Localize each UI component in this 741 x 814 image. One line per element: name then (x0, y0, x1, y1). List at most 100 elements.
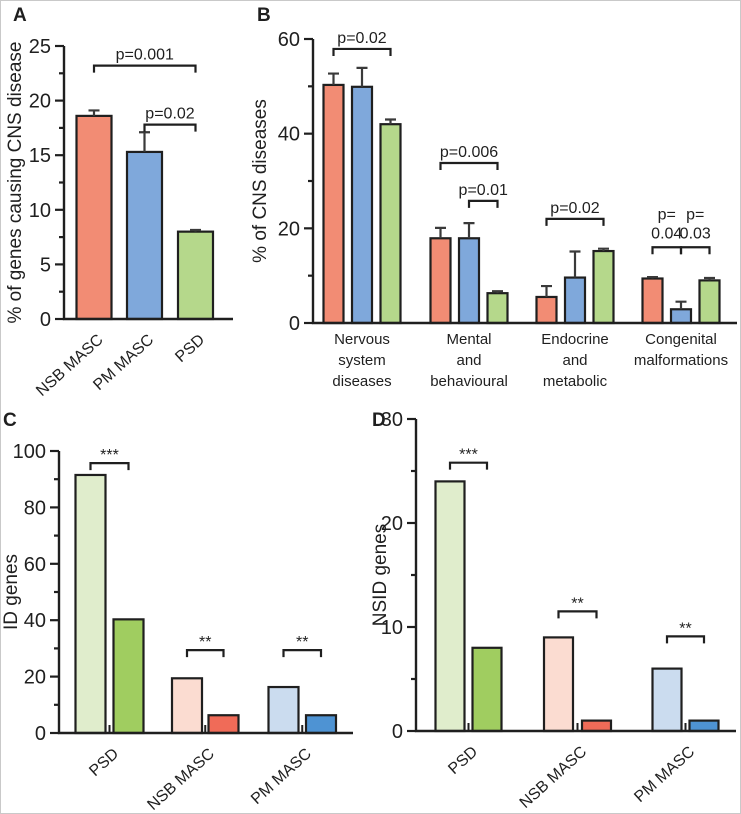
error-bar (88, 109, 100, 116)
sig-label: *** (459, 447, 478, 464)
x-category-label: PSD (86, 745, 122, 780)
panel-b-label: B (257, 5, 271, 26)
y-tick-label: 20 (381, 513, 403, 535)
x-category-label: PSD (445, 743, 481, 778)
sig-label: ** (679, 620, 691, 637)
bar (651, 667, 683, 733)
error-bar (492, 290, 503, 294)
sig-bracket (185, 648, 225, 658)
bar (542, 636, 575, 733)
bar (563, 276, 587, 325)
y-axis-label: NSID genes (371, 524, 391, 626)
sig-label: p=0.006 (440, 144, 498, 161)
error-bar (356, 66, 368, 87)
sig-bracket (143, 123, 197, 132)
sig-bracket (89, 462, 130, 471)
sig-label: 0.04 (651, 225, 682, 242)
panel-c-label: C (3, 410, 17, 431)
bar (207, 714, 240, 735)
x-category-label: Mental and behavioural (430, 331, 508, 390)
sig-label: p= (686, 206, 704, 223)
y-tick-label: 30 (381, 409, 403, 431)
x-category-label: NSB MASC (144, 745, 217, 814)
bar (379, 123, 402, 325)
y-axis-label: % of genes causing CNS disease (5, 42, 26, 324)
sig-bracket (679, 246, 711, 255)
bar (486, 292, 509, 325)
error-bar (569, 250, 581, 278)
sig-label: p=0.01 (459, 182, 508, 199)
x-category-label: PM MASC (631, 743, 698, 806)
x-category-label: NSB MASC (517, 743, 590, 812)
x-category-label: PSD (172, 331, 208, 366)
y-tick-label: 0 (40, 309, 51, 331)
bar (170, 677, 204, 735)
y-tick-label: 100 (13, 441, 46, 463)
sig-label: p=0.02 (337, 30, 386, 47)
sig-bracket (332, 47, 392, 56)
sig-label: ** (296, 634, 308, 651)
bar (267, 685, 300, 735)
y-tick-label: 40 (278, 124, 300, 146)
bar (304, 714, 338, 735)
y-tick-label: 0 (289, 313, 300, 335)
panel-a-label: A (13, 5, 27, 26)
panel-d-label: D (372, 410, 386, 431)
bar (641, 277, 664, 325)
error-bar (675, 300, 687, 310)
sig-bracket (467, 199, 499, 208)
sig-bracket (545, 217, 605, 226)
panel-c-chart: 0 20 40 60 80 100 ID genes PSD NSB MASC PM MASC **… (1, 441, 353, 814)
bar (112, 618, 145, 735)
y-tick-label: 5 (40, 254, 51, 276)
y-tick-label: 0 (35, 723, 46, 745)
bar (592, 249, 615, 325)
sig-bracket (665, 635, 706, 644)
y-tick-label: 20 (278, 218, 300, 240)
y-tick-label: 0 (392, 721, 403, 743)
error-bar (704, 276, 715, 281)
sig-label: p=0.001 (116, 47, 174, 64)
sig-label: p=0.02 (550, 200, 599, 217)
bar (322, 83, 345, 325)
error-bar (385, 118, 396, 125)
bar (75, 114, 113, 321)
bar (429, 237, 452, 325)
y-axis-label: % of CNS diseases (251, 99, 271, 263)
y-tick-label: 60 (24, 554, 46, 576)
sig-bracket (282, 648, 323, 658)
sig-label: 0.03 (680, 225, 711, 242)
bar (535, 295, 558, 325)
x-category-label: Nervous system diseases (332, 331, 391, 390)
sig-bracket (448, 461, 489, 470)
bar (434, 480, 466, 733)
bar (350, 85, 374, 325)
sig-label: ** (199, 634, 211, 651)
sig-label: p= (658, 206, 676, 223)
bar (580, 719, 613, 733)
bar (176, 230, 215, 321)
y-tick-label: 60 (278, 29, 300, 51)
y-axis-label: ID genes (1, 554, 22, 630)
y-tick-label: 10 (29, 200, 51, 222)
bar (471, 646, 503, 733)
bar (669, 308, 693, 325)
bar (74, 473, 107, 735)
error-bar (647, 275, 658, 279)
y-tick-label: 80 (24, 497, 46, 519)
x-category-label: Congenital malformations (634, 331, 728, 369)
sig-label: p=0.02 (145, 106, 194, 123)
sig-bracket (557, 610, 598, 619)
sig-label: *** (100, 447, 119, 464)
y-tick-label: 10 (381, 617, 403, 639)
sig-bracket (439, 161, 499, 171)
y-tick-label: 15 (29, 145, 51, 167)
x-category-label: PM MASC (248, 745, 315, 808)
x-category-label: NSB MASC (33, 331, 106, 400)
bar (457, 237, 481, 325)
y-tick-label: 20 (24, 667, 46, 689)
error-bar (139, 131, 150, 152)
y-tick-label: 40 (24, 610, 46, 632)
